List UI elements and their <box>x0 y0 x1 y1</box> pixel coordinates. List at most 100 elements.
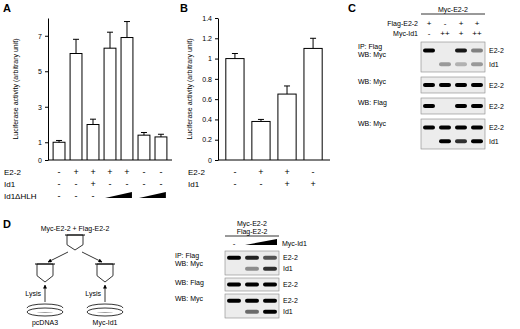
bar <box>87 125 99 161</box>
band-label: E2-2 <box>489 103 504 110</box>
band <box>439 83 451 87</box>
bar <box>53 142 65 160</box>
plate-base <box>27 308 63 316</box>
band <box>423 83 435 87</box>
band-label: E2-2 <box>489 82 504 89</box>
blot-label: WB: Flag <box>358 99 387 107</box>
tube <box>67 235 83 250</box>
panel-letter: B <box>180 2 188 14</box>
error-bar <box>141 132 147 135</box>
error-bar <box>258 119 264 121</box>
condition-label: Id1ΔHLH <box>4 192 37 201</box>
tick: 1 <box>208 55 218 62</box>
tick-label: 7 <box>38 32 42 39</box>
header-rule <box>421 14 485 15</box>
tick: 1.2 <box>202 35 218 42</box>
panel-letter: A <box>3 2 11 14</box>
band-label: E2-2 <box>489 124 504 131</box>
condition-cell: + <box>124 167 129 177</box>
bar <box>155 137 167 160</box>
condition-cell: - <box>92 191 95 201</box>
axis-line <box>218 19 219 161</box>
panel-letter: D <box>3 218 11 230</box>
bar <box>304 48 322 160</box>
tick-label: 1 <box>208 55 212 62</box>
band <box>455 125 467 129</box>
tick-mark <box>45 160 48 161</box>
ramp <box>139 192 166 198</box>
band <box>227 256 241 260</box>
tube <box>37 264 53 282</box>
blot-label: WB: Myc <box>358 120 386 128</box>
tick-mark <box>45 71 48 72</box>
condition-cell: - <box>312 167 315 177</box>
tick-label: 0 <box>208 157 212 164</box>
condition-cell: - <box>233 179 236 189</box>
band-label: Id1 <box>489 138 499 145</box>
plot-area <box>53 22 167 160</box>
tube-rim <box>35 264 55 265</box>
band <box>471 125 483 129</box>
band <box>263 283 277 287</box>
band-label: Id1 <box>283 308 293 315</box>
error-bar <box>310 38 316 48</box>
tick-mark <box>215 99 218 100</box>
condition-cell: - <box>125 179 128 189</box>
y-axis: 00.20.40.60.811.21.4 <box>202 15 218 164</box>
band-label: Id1 <box>283 265 293 272</box>
tick-mark <box>215 59 218 60</box>
tick: 0.4 <box>202 116 218 123</box>
band <box>471 83 483 87</box>
condition-cell: + <box>459 29 464 38</box>
step-label: Lysis <box>25 290 41 298</box>
ramp <box>245 239 277 245</box>
diagram-title: Myc-E2-2 + Flag-E2-2 <box>41 225 110 233</box>
band-label: Id1 <box>489 61 499 68</box>
tube-rim <box>95 264 115 265</box>
blot-label: WB: Myc <box>175 260 203 268</box>
condition-cell: - <box>58 191 61 201</box>
condition-cell: - <box>58 167 61 177</box>
tick-mark <box>215 79 218 80</box>
plate-label: Myc-Id1 <box>93 319 118 327</box>
band-label: E2-2 <box>489 47 504 54</box>
plate-side <box>27 308 63 312</box>
blot-label: IP: Flag <box>175 252 199 260</box>
condition-cell: - <box>75 191 78 201</box>
tick-label: 3 <box>38 103 42 110</box>
bar <box>252 121 270 160</box>
band <box>245 267 259 271</box>
tick-mark <box>215 119 218 120</box>
error-bar <box>90 119 96 124</box>
condition-cell: + <box>258 167 263 177</box>
plate-side <box>87 308 123 312</box>
blot-label: WB: Flag <box>175 279 204 287</box>
condition-cell: + <box>459 19 464 28</box>
band <box>423 48 435 52</box>
plot-area <box>226 38 322 160</box>
band <box>439 62 451 66</box>
blot-header: Myc-E2-2 <box>438 6 468 14</box>
blot-strip <box>421 77 485 93</box>
axis-line <box>48 19 49 161</box>
condition-cell: - <box>233 167 236 177</box>
tick: 7 <box>38 32 48 39</box>
error-bar <box>56 140 62 142</box>
header-rule <box>225 236 279 237</box>
bar <box>70 54 82 161</box>
tube <box>97 264 113 282</box>
band <box>471 48 483 52</box>
condition-label: Myc-Id1 <box>282 240 307 248</box>
error-bar <box>73 39 79 53</box>
tick-mark <box>215 140 218 141</box>
tick-mark <box>215 18 218 19</box>
bar <box>278 94 296 160</box>
tick-mark <box>45 36 48 37</box>
blot-label: IP: Flag <box>358 43 382 51</box>
band <box>263 267 277 271</box>
blot-strip <box>421 42 485 72</box>
tick-label: 0 <box>38 157 42 164</box>
blot-header: Myc-E2-2 <box>237 220 267 228</box>
condition-cell: + <box>475 19 480 28</box>
band <box>455 139 467 143</box>
